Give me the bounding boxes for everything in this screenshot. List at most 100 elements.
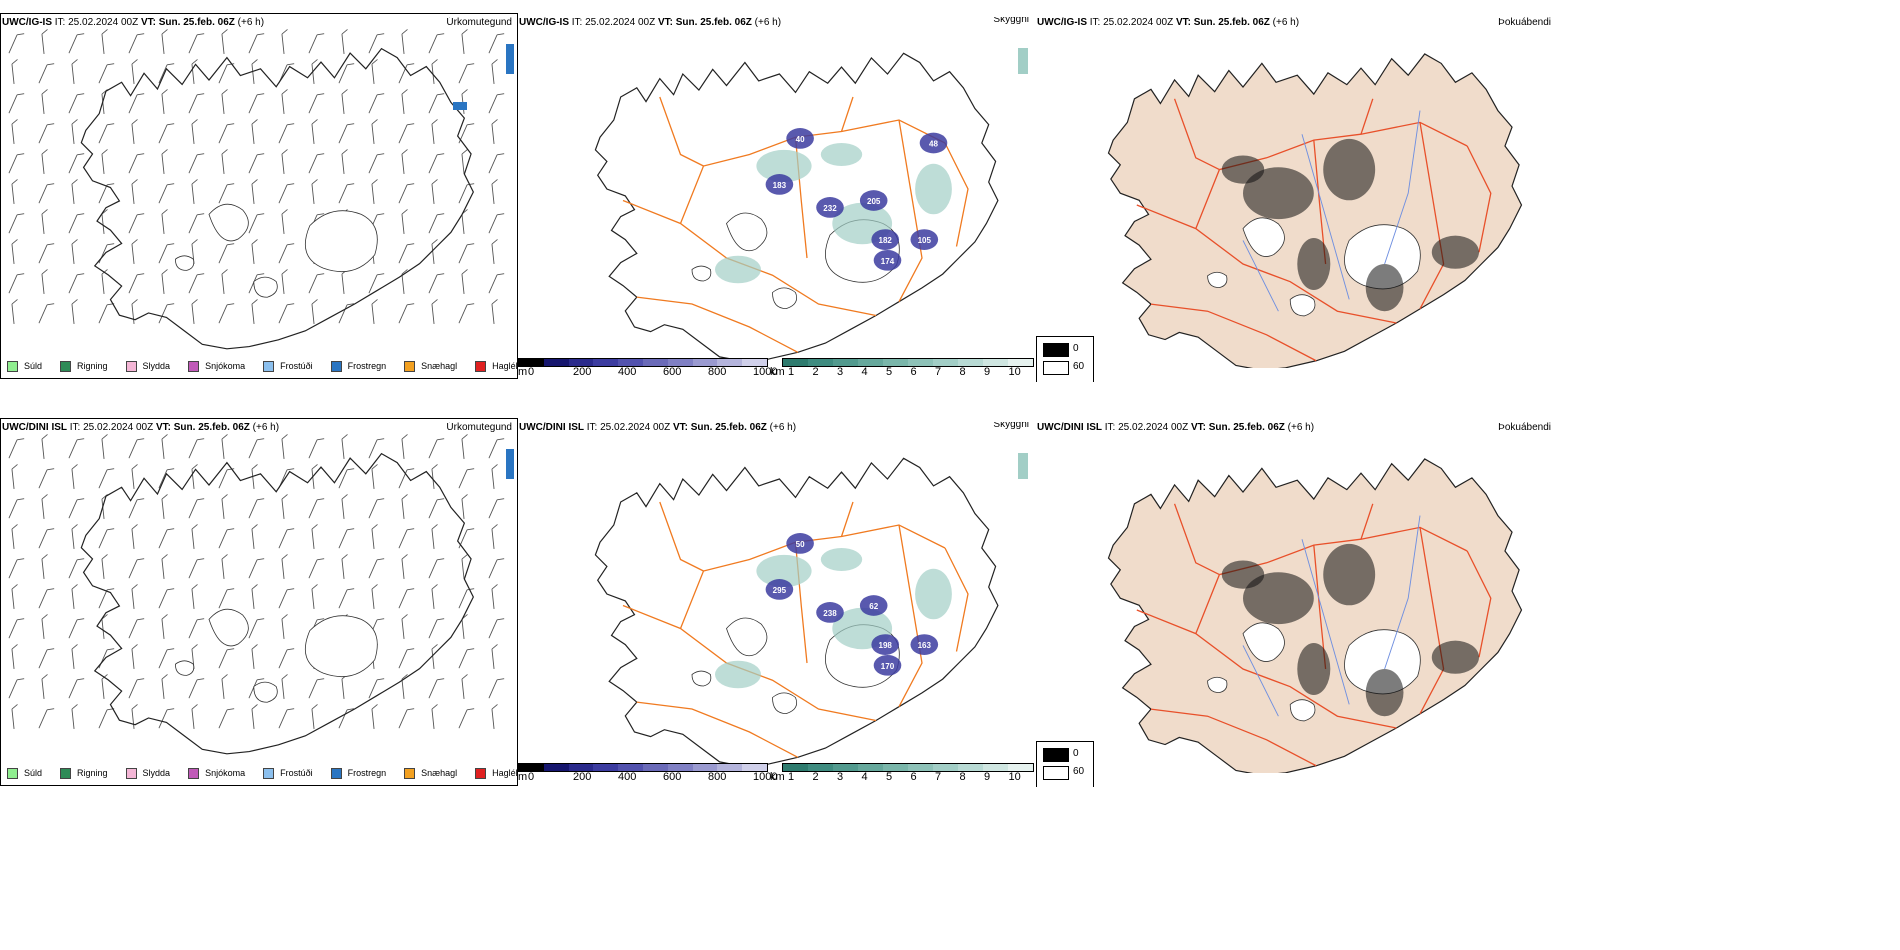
colorbar-tick-label: 6 xyxy=(910,771,917,783)
lead-time: (+6 h) xyxy=(252,422,280,433)
wind-barb xyxy=(308,93,325,114)
legend-swatch xyxy=(60,767,72,779)
colorbar-step xyxy=(958,359,983,366)
colorbar-step xyxy=(783,764,808,771)
wind-barb xyxy=(71,239,78,264)
legend-label: Frostregn xyxy=(347,768,387,778)
wind-barb xyxy=(8,438,25,459)
wind-barb xyxy=(131,584,138,609)
wind-barb xyxy=(371,584,378,609)
wind-barb xyxy=(101,674,108,699)
wind-barb xyxy=(341,269,348,294)
wind-barb xyxy=(491,584,498,609)
wind-barb xyxy=(128,618,145,639)
wind-barb xyxy=(308,498,325,519)
wind-barb xyxy=(71,59,78,84)
visibility-patch xyxy=(1018,48,1028,74)
wind-barb xyxy=(98,528,115,549)
precip-type-legend: Súld Rigning Slydda Snjókoma Frostúði Frostre… xyxy=(7,358,517,374)
wind-barb xyxy=(221,434,228,459)
colorbar-tick-label: 6 xyxy=(910,366,917,378)
wind-barb xyxy=(491,119,498,144)
wind-barb xyxy=(188,273,205,294)
wind-barb xyxy=(248,33,265,54)
colorbar-step xyxy=(983,359,1008,366)
wind-barb xyxy=(371,524,378,549)
glacier-outline xyxy=(1207,271,1228,289)
wind-barb xyxy=(368,93,385,114)
legend-item: Frostúði xyxy=(263,767,313,779)
wind-barb xyxy=(338,468,355,489)
wind-barb xyxy=(491,299,498,324)
road-line xyxy=(1419,527,1445,715)
wind-barb xyxy=(488,618,505,639)
iceland-map xyxy=(1107,53,1523,368)
wind-barb xyxy=(41,614,48,639)
glacier-outline xyxy=(208,203,249,242)
colorbar-tick-label: 400 xyxy=(618,771,637,783)
wind-barb xyxy=(368,33,385,54)
visibility-patch xyxy=(756,149,812,183)
legend-label: Snjókoma xyxy=(205,361,246,371)
river-line xyxy=(1384,110,1421,265)
panel-title: Skyggni xyxy=(993,17,1029,25)
glacier-outline xyxy=(772,287,798,310)
frost-rain-patch xyxy=(506,44,514,74)
wind-barb xyxy=(11,59,18,84)
legend-swatch xyxy=(1043,748,1069,762)
wind-barb xyxy=(248,558,265,579)
legend-label: Snæhagl xyxy=(421,361,458,371)
wind-barb xyxy=(71,704,78,729)
wind-barb xyxy=(368,153,385,174)
wind-barb xyxy=(101,149,108,174)
wind-barb xyxy=(8,678,25,699)
river-line xyxy=(1301,134,1350,300)
wind-barb xyxy=(128,273,145,294)
wind-barb xyxy=(311,179,318,204)
wind-barb xyxy=(488,558,505,579)
wind-barb xyxy=(248,618,265,639)
road-line xyxy=(840,96,854,132)
valid-time-label: VT: xyxy=(155,422,171,433)
wind-barb xyxy=(191,59,198,84)
init-time-value: 25.02.2024 00Z xyxy=(83,422,154,433)
wind-barb xyxy=(221,554,228,579)
visibility-colorbar: km 1 2 3 4 5 6 7 8 9 10 xyxy=(770,763,1034,785)
wind-barb xyxy=(311,119,318,144)
wind-barb xyxy=(161,29,168,54)
wind-barb xyxy=(281,269,288,294)
cloud-base-label: 183 xyxy=(773,181,787,190)
wind-barb xyxy=(338,183,355,204)
wind-barb xyxy=(68,33,85,54)
legend-label: Snæhagl xyxy=(421,768,458,778)
wind-barb xyxy=(308,678,325,699)
colorbar-tick-label: 400 xyxy=(618,366,637,378)
colorbar-tick-label: 4 xyxy=(861,366,868,378)
colorbar-tick-label: 600 xyxy=(663,771,682,783)
wind-barb xyxy=(401,269,408,294)
wind-barb xyxy=(71,179,78,204)
precip-header-wrap: UWC/IG-IS IT: 25.02.2024 00Z VT: Sun. 25… xyxy=(2,17,516,31)
colorbar-step xyxy=(908,764,933,771)
wind-barb xyxy=(251,644,258,669)
init-time-value: 25.02.2024 00Z xyxy=(1118,422,1189,433)
iceland-coastline xyxy=(594,457,999,768)
wind-barb xyxy=(281,89,288,114)
wind-barb xyxy=(431,704,438,729)
cloud-base-label: 205 xyxy=(867,197,881,206)
wind-barb xyxy=(401,614,408,639)
wind-barb xyxy=(428,498,445,519)
wind-barb xyxy=(11,704,18,729)
colorbar-tick-label: 2 xyxy=(812,366,819,378)
valid-time-label: VT: xyxy=(1175,17,1191,28)
fog-area xyxy=(1431,235,1479,269)
legend-swatch xyxy=(330,767,342,779)
colorbar-step xyxy=(858,764,883,771)
wind-barb xyxy=(308,153,325,174)
legend-label: Snjókoma xyxy=(205,768,246,778)
precip-type-legend: Súld Rigning Slydda Snjókoma Frostúði Frostre… xyxy=(7,765,517,781)
river-line xyxy=(1242,645,1279,717)
cloud-base-label: 198 xyxy=(878,641,892,650)
colorbar-step xyxy=(667,359,693,366)
colorbar-tick-label: 600 xyxy=(663,366,682,378)
